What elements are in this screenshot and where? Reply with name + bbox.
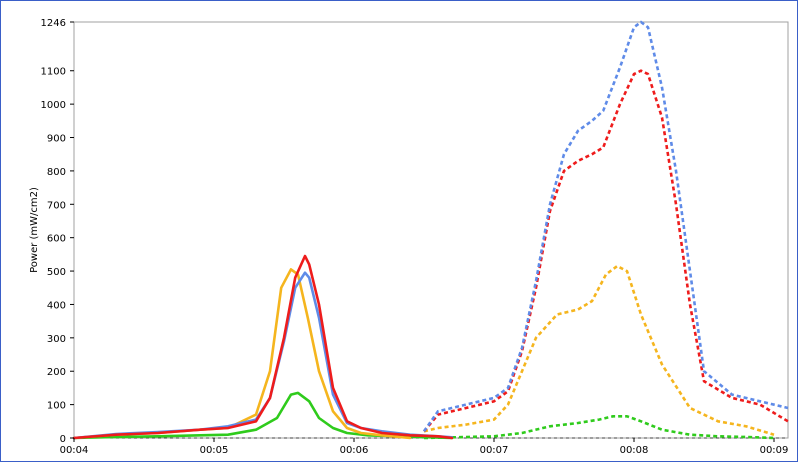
x-tick-label: 00:06 — [340, 445, 369, 456]
axis-layer: 0 100 200 300 400 500 600 700 800 900 1000 1100 1246… — [41, 18, 789, 456]
y-tick-label: 0 — [60, 434, 66, 445]
series-layer — [72, 20, 789, 440]
x-tick-label: 00:05 — [200, 445, 229, 456]
series-line-8 — [423, 414, 775, 440]
y-tick-label: 500 — [47, 267, 66, 278]
y-tick-label: 200 — [47, 367, 66, 378]
y-axis-label: Power (mW/cm2) — [29, 187, 40, 273]
x-tick-label: 00:08 — [620, 445, 649, 456]
y-tick-label: 800 — [47, 167, 66, 178]
x-tick-label: 00:09 — [760, 445, 789, 456]
y-tick-label: 1100 — [41, 67, 66, 78]
y-tick-label: 700 — [47, 200, 66, 211]
series-line-7 — [423, 264, 775, 436]
y-tick-label: 900 — [47, 134, 66, 145]
plot-area — [73, 21, 789, 439]
plot-border — [73, 21, 789, 439]
x-tick-label: 00:04 — [60, 445, 89, 456]
y-tick-label: 1000 — [41, 100, 66, 111]
y-tick-label: 100 — [47, 401, 66, 412]
y-tick-label: 400 — [47, 300, 66, 311]
series-line-1 — [72, 254, 454, 440]
y-tick-label: 300 — [47, 334, 66, 345]
x-tick-label: 00:07 — [480, 445, 509, 456]
y-tick-label: 600 — [47, 234, 66, 245]
y-tick-label: 1246 — [41, 18, 66, 29]
series-line-5 — [422, 20, 789, 433]
series-line-4 — [72, 391, 454, 440]
